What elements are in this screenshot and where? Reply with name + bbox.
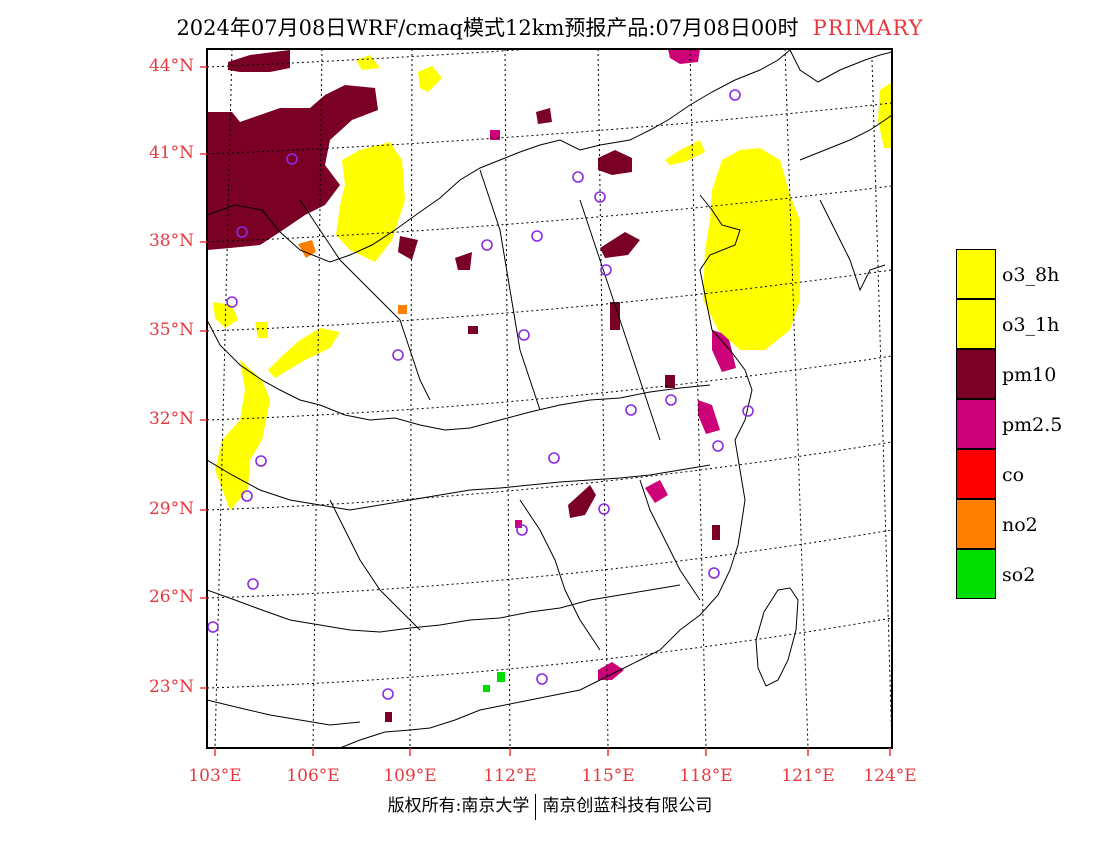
map-frame (206, 48, 893, 749)
lon-label-106: 106°E (286, 766, 340, 786)
lon-label-124: 124°E (863, 766, 917, 786)
legend-label-o3-8h: o3_8h (1002, 264, 1060, 286)
lon-label-109: 109°E (383, 766, 437, 786)
lon-label-118: 118°E (679, 766, 733, 786)
legend-swatch-o3-8h (956, 249, 996, 299)
footer-copyright: 版权所有:南京大学 (387, 796, 530, 816)
legend-swatch-no2 (956, 499, 996, 549)
region-o3 (213, 55, 892, 510)
lon-label-121: 121°E (781, 766, 835, 786)
legend-swatch-o3-1h (956, 299, 996, 349)
lon-label-115: 115°E (581, 766, 635, 786)
lat-label-44: 44°N (148, 56, 194, 76)
region-pm25 (237, 49, 736, 680)
footer-company: 南京创蓝科技有限公司 (542, 796, 713, 816)
lon-label-112: 112°E (483, 766, 537, 786)
footer: 版权所有:南京大学 南京创蓝科技有限公司 (0, 791, 1100, 820)
lon-label-103: 103°E (188, 766, 242, 786)
axis-ticks (200, 66, 891, 756)
legend-swatch-so2 (956, 549, 996, 599)
lat-label-29: 29°N (148, 499, 194, 519)
legend-label-no2: no2 (1002, 514, 1038, 536)
boundaries (207, 49, 892, 748)
title-text: 2024年07月08日WRF/cmaq模式12km预报产品:07月08日00时 (176, 16, 799, 40)
lat-label-41: 41°N (148, 143, 194, 163)
map-title: 2024年07月08日WRF/cmaq模式12km预报产品:07月08日00时 P… (0, 12, 1100, 42)
title-tag: PRIMARY (812, 16, 924, 40)
lat-label-23: 23°N (148, 677, 194, 697)
region-no2 (298, 240, 407, 314)
footer-separator (535, 793, 537, 820)
legend-swatch-co (956, 449, 996, 499)
station-markers (207, 89, 754, 700)
legend-swatch-pm25 (956, 399, 996, 449)
legend-label-co: co (1002, 464, 1025, 486)
lat-label-32: 32°N (148, 409, 194, 429)
legend-label-pm25: pm2.5 (1002, 414, 1063, 436)
lat-label-35: 35°N (148, 320, 194, 340)
region-so2 (483, 672, 505, 692)
legend-label-so2: so2 (1002, 564, 1036, 586)
legend-swatch-pm10 (956, 349, 996, 399)
legend-label-o3-1h: o3_1h (1002, 314, 1060, 336)
legend-label-pm10: pm10 (1002, 364, 1057, 386)
lat-label-26: 26°N (148, 587, 194, 607)
lat-label-38: 38°N (148, 231, 194, 251)
